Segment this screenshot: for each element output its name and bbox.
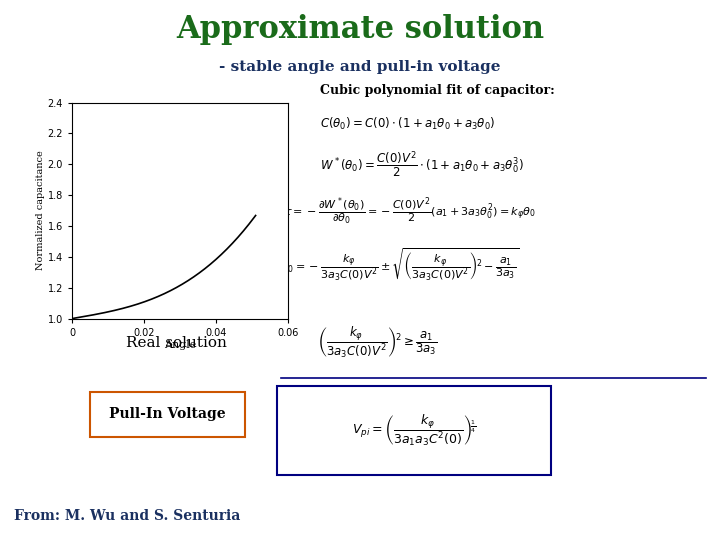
Text: $\left(\dfrac{k_\varphi}{3a_3C(0)V^2}\right)^{\!2}\geq\dfrac{a_1}{3a_3}$: $\left(\dfrac{k_\varphi}{3a_3C(0)V^2}\ri… (317, 325, 437, 361)
Text: Real solution: Real solution (126, 336, 227, 350)
FancyBboxPatch shape (277, 386, 551, 475)
Y-axis label: Normalized capacitance: Normalized capacitance (36, 151, 45, 271)
Text: Approximate solution: Approximate solution (176, 14, 544, 45)
Text: Pull-In Voltage: Pull-In Voltage (109, 407, 226, 421)
Text: From: M. Wu and S. Senturia: From: M. Wu and S. Senturia (14, 509, 240, 523)
Text: $\tau=-\dfrac{\partial W^*(\theta_0)}{\partial\theta_0}=-\dfrac{C(0)V^2}{2}(a_1+: $\tau=-\dfrac{\partial W^*(\theta_0)}{\p… (284, 194, 536, 227)
X-axis label: Angle: Angle (164, 340, 196, 350)
Text: Cubic polynomial fit of capacitor:: Cubic polynomial fit of capacitor: (320, 84, 555, 97)
Text: - stable angle and pull-in voltage: - stable angle and pull-in voltage (220, 60, 500, 75)
FancyBboxPatch shape (90, 392, 245, 437)
Text: $\theta_0=-\dfrac{k_\varphi}{3a_3C(0)V^2}\pm\sqrt{\left(\dfrac{k_\varphi}{3a_3C(: $\theta_0=-\dfrac{k_\varphi}{3a_3C(0)V^2… (281, 246, 519, 283)
Text: $C(\theta_0)=C(0)\cdot(1+a_1\theta_0+a_3\theta_0)$: $C(\theta_0)=C(0)\cdot(1+a_1\theta_0+a_3… (320, 116, 496, 132)
Text: $V_{pi}=\left(\dfrac{k_\varphi}{3a_1a_3C^2(0)}\right)^{\!\frac{1}{4}}$: $V_{pi}=\left(\dfrac{k_\varphi}{3a_1a_3C… (352, 413, 476, 448)
Text: $W^*(\theta_0)=\dfrac{C(0)V^2}{2}\cdot(1+a_1\theta_0+a_3\theta_0^3)$: $W^*(\theta_0)=\dfrac{C(0)V^2}{2}\cdot(1… (320, 150, 524, 180)
